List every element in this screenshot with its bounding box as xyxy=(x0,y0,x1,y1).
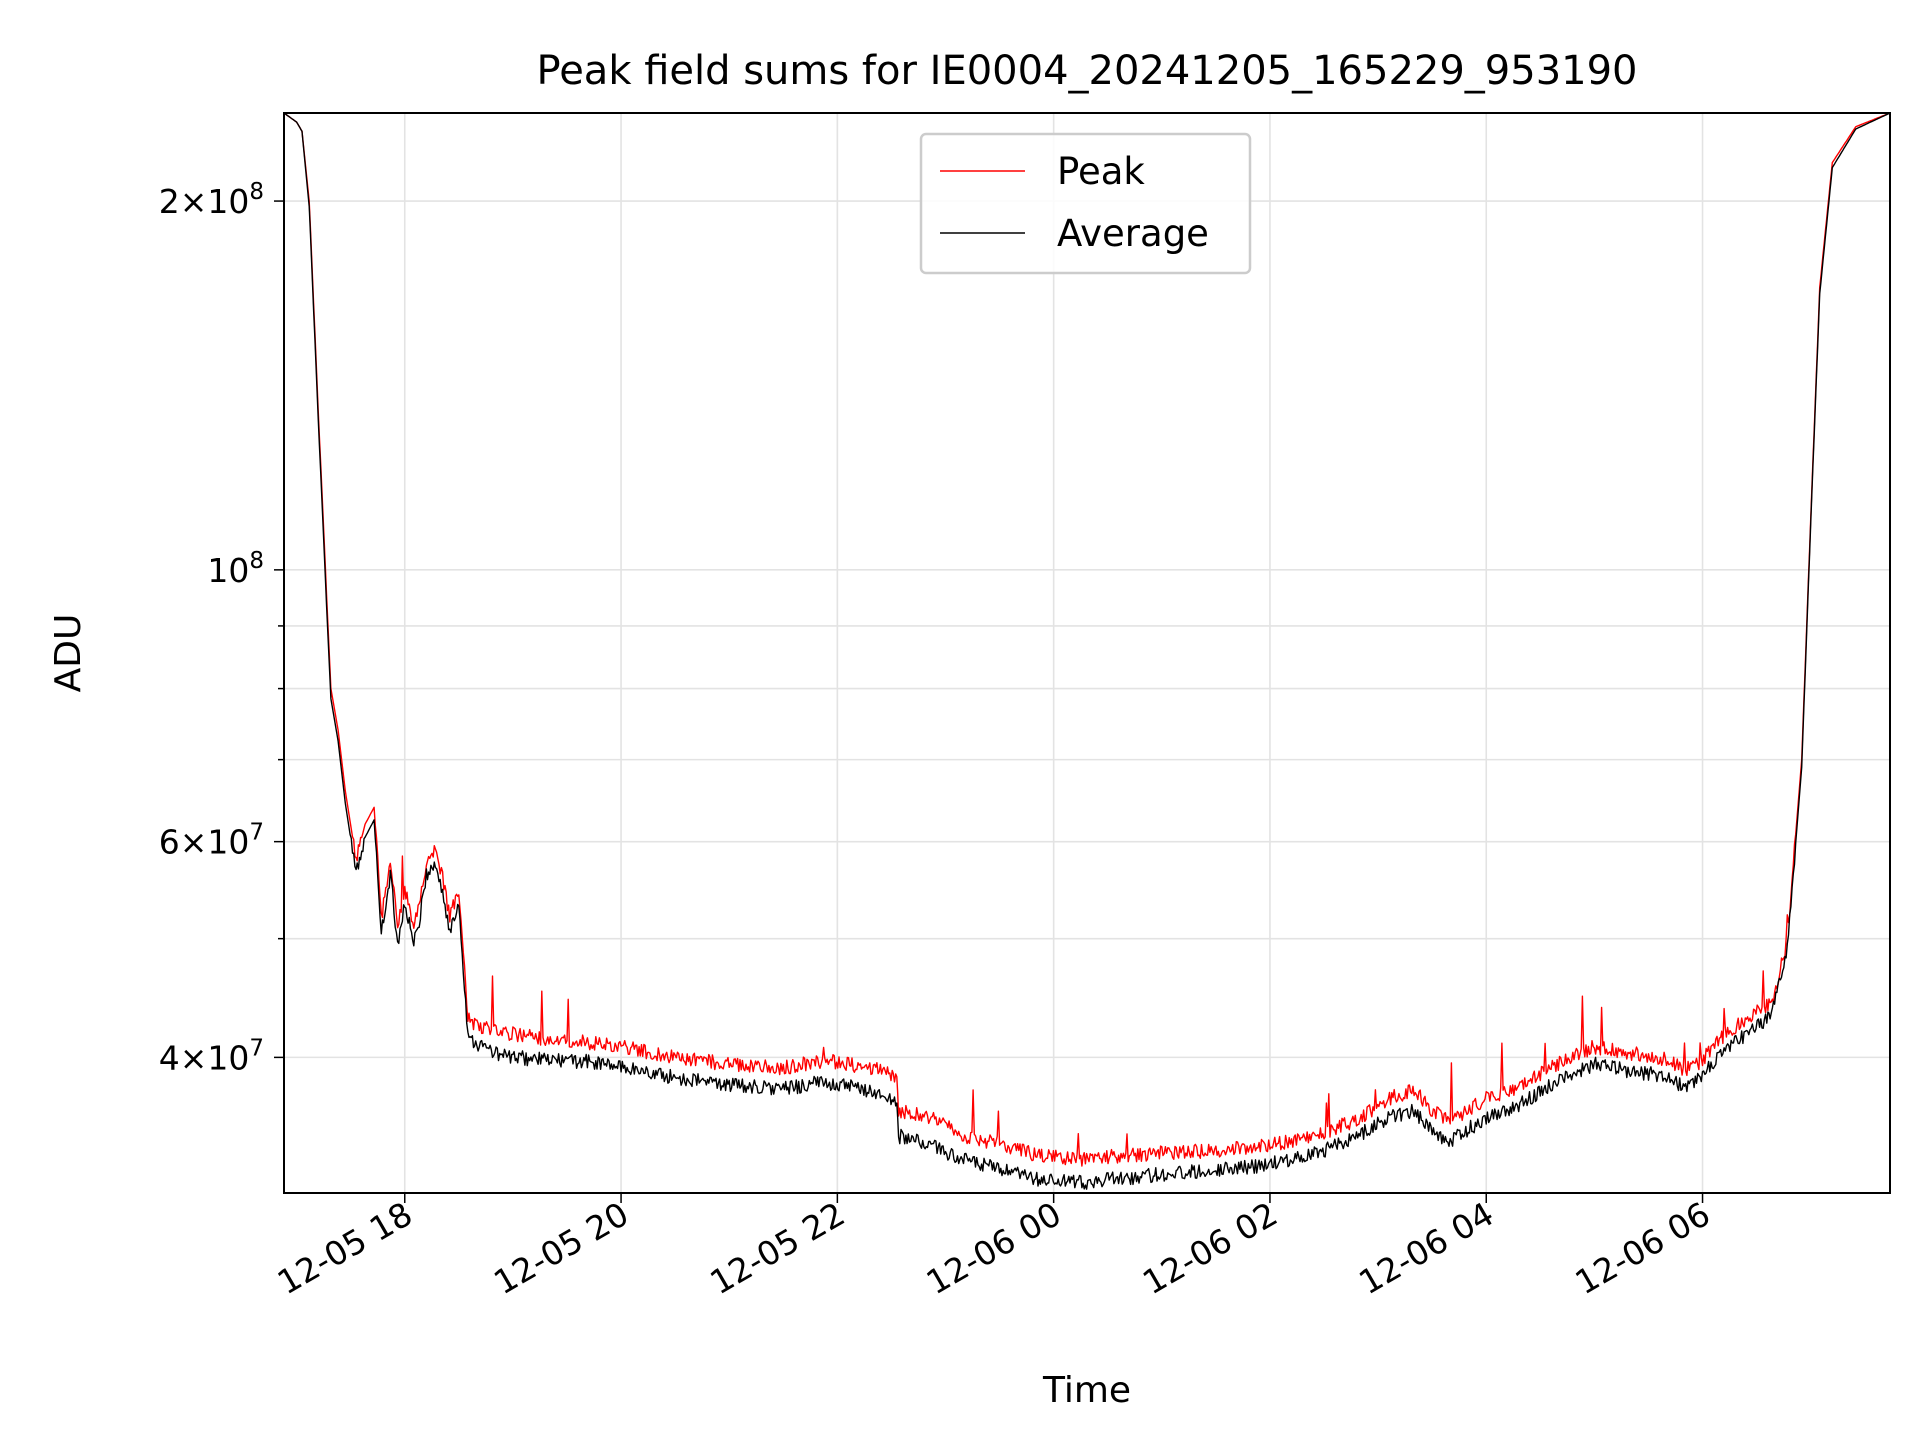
y-tick-label: 108 xyxy=(207,548,264,590)
series-line-peak xyxy=(284,113,1890,1167)
chart-title: Peak field sums for IE0004_20241205_1652… xyxy=(537,48,1638,94)
plot-area xyxy=(284,113,1890,1190)
series-line-average xyxy=(284,113,1890,1190)
legend: Peak Average xyxy=(919,132,1252,275)
legend-label-average: Average xyxy=(1057,212,1209,255)
axes-frame xyxy=(283,112,1891,1194)
x-axis-label: Time xyxy=(1042,1370,1131,1411)
y-tick-label: 6×107 xyxy=(159,820,264,862)
legend-label-peak: Peak xyxy=(1057,150,1145,193)
legend-box xyxy=(919,132,1252,275)
y-tick-label: 4×107 xyxy=(159,1035,264,1077)
y-axis-label: ADU xyxy=(48,614,89,693)
y-tick-label: 2×108 xyxy=(159,179,264,221)
